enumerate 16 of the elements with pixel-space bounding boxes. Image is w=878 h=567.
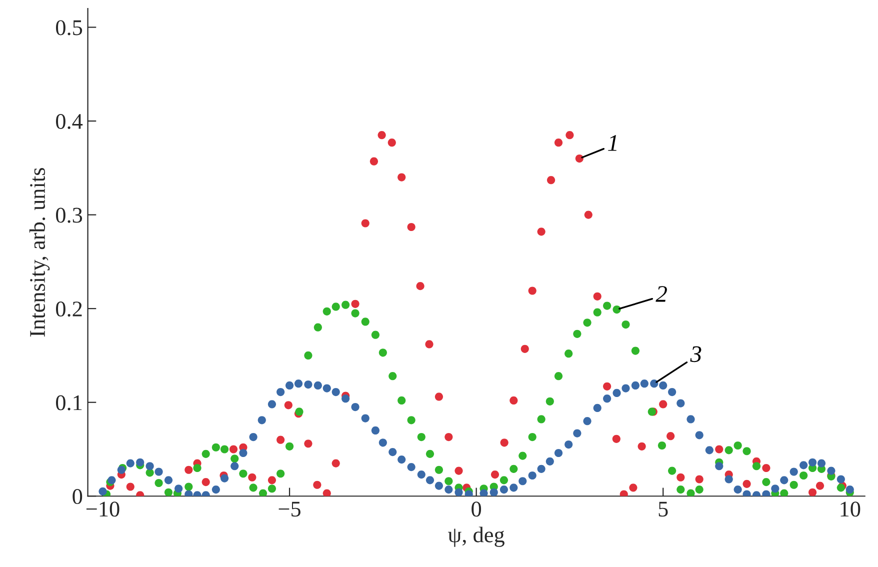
series-label: 3 [690, 346, 702, 362]
x-axis-title: ψ, deg [448, 526, 504, 547]
x-tick-label: 10 [840, 502, 860, 517]
y-tick-label: 0.1 [56, 395, 82, 410]
y-tick-label: 0.3 [56, 208, 82, 223]
series-label: 1 [608, 135, 616, 151]
x-tick-label: −10 [86, 502, 120, 517]
y-tick-label: 0.5 [56, 20, 82, 36]
series-label: 2 [656, 286, 667, 302]
y-axis-title: Intensity, arb. units [29, 168, 50, 337]
y-tick-label: 0.2 [56, 302, 82, 317]
x-tick-label: −5 [278, 502, 300, 517]
x-tick-label: 5 [658, 502, 668, 517]
y-tick-label: 0.4 [56, 114, 83, 130]
y-tick-label: 0 [72, 489, 82, 504]
x-tick-label: 0 [472, 502, 482, 517]
